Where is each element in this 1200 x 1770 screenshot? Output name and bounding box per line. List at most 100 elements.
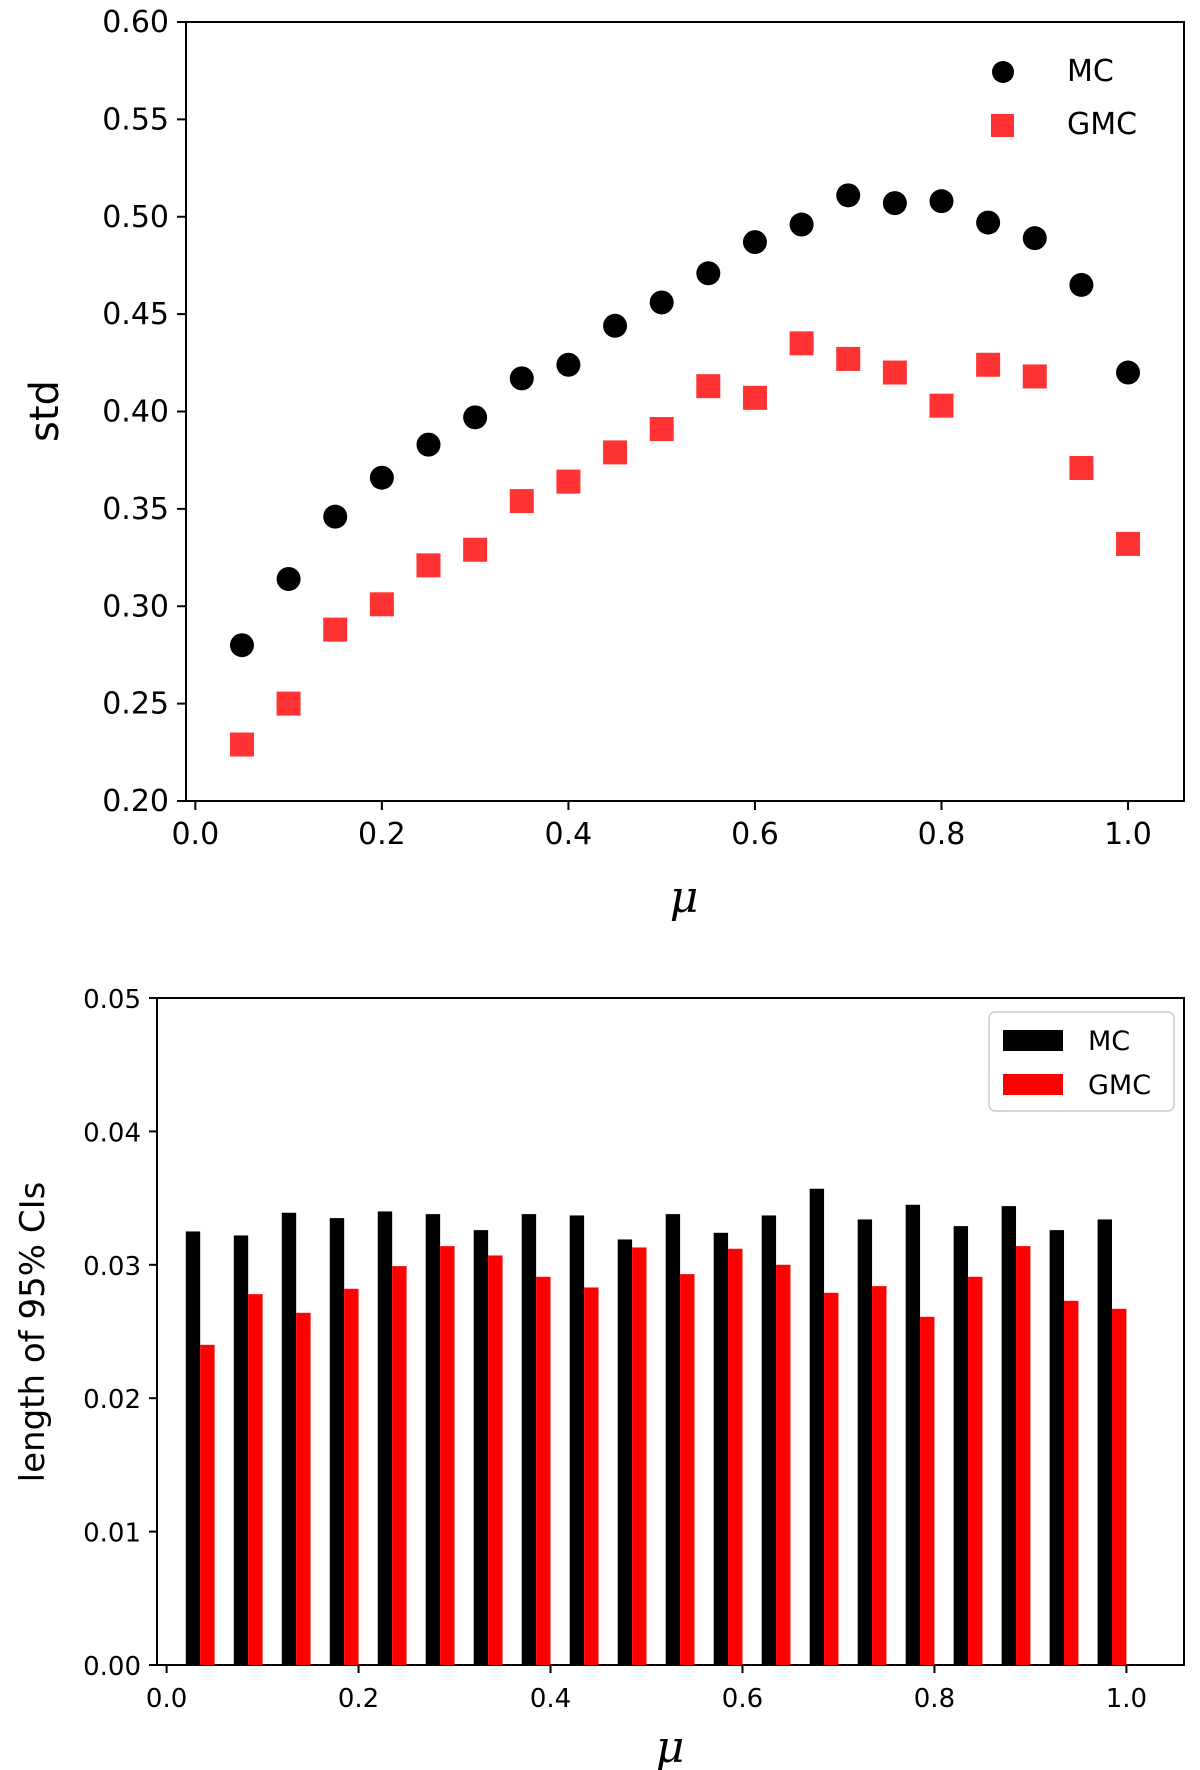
x-tick-label: 0.8 <box>918 817 966 852</box>
point-gmc <box>463 537 488 562</box>
point-gmc <box>229 732 254 757</box>
point-mc <box>556 352 581 377</box>
point-gmc <box>323 617 348 642</box>
legend-label-mc: MC <box>1067 54 1114 89</box>
bar-gmc <box>728 1248 743 1665</box>
bar-gmc <box>680 1274 695 1665</box>
bar-gmc <box>872 1286 887 1665</box>
bar-gmc <box>488 1255 503 1665</box>
scatter-y-axis-label: std <box>22 380 68 442</box>
point-mc <box>836 183 861 208</box>
bar-mc <box>1097 1219 1113 1665</box>
point-gmc <box>929 393 954 418</box>
bar-gmc <box>920 1316 935 1665</box>
y-tick-label: 0.03 <box>83 1252 141 1282</box>
bar-gmc <box>536 1276 551 1665</box>
y-tick-label: 0.35 <box>102 492 169 527</box>
bar-y-axis: 0.00 0.01 0.02 0.03 0.04 0.05 <box>83 985 157 1682</box>
bar-x-axis-label: μ <box>656 1722 685 1770</box>
x-tick-label: 0.6 <box>731 817 779 852</box>
x-tick-label: 1.0 <box>1106 1684 1147 1714</box>
x-tick-label: 0.6 <box>722 1684 763 1714</box>
x-tick-label: 0.2 <box>338 1684 379 1714</box>
y-tick-label: 0.20 <box>102 784 169 819</box>
bar-mc <box>665 1214 681 1665</box>
x-tick-label: 0.0 <box>146 1684 187 1714</box>
y-tick-label: 0.25 <box>102 687 169 722</box>
x-tick-label: 0.4 <box>545 817 593 852</box>
bar-mc <box>617 1239 633 1665</box>
bar-mc <box>1001 1206 1017 1665</box>
y-tick-label: 0.02 <box>83 1385 141 1415</box>
bar-y-axis-label: length of 95% CIs <box>13 1182 53 1483</box>
bar-gmc <box>1112 1308 1127 1665</box>
y-tick-label: 0.01 <box>83 1519 141 1549</box>
point-gmc <box>603 440 628 465</box>
bar-gmc <box>1016 1246 1031 1665</box>
y-tick-label: 0.50 <box>102 200 169 235</box>
point-mc <box>976 210 1001 235</box>
bar-mc <box>713 1232 729 1665</box>
x-tick-label: 0.4 <box>530 1684 571 1714</box>
bar-mc <box>377 1211 393 1665</box>
y-tick-label: 0.05 <box>83 985 141 1015</box>
bar-mc <box>473 1230 489 1665</box>
point-mc <box>1116 360 1141 385</box>
point-gmc <box>696 374 721 399</box>
scatter-plot-frame <box>185 21 1185 802</box>
bar-gmc <box>824 1292 839 1665</box>
point-gmc <box>556 469 581 494</box>
point-mc <box>229 633 254 658</box>
point-gmc <box>369 592 394 617</box>
bar-gmc <box>632 1247 647 1665</box>
scatter-points <box>229 183 1141 757</box>
y-tick-label: 0.60 <box>102 5 169 40</box>
bar-gmc <box>344 1288 359 1665</box>
bar-gmc <box>1064 1300 1079 1665</box>
y-tick-label: 0.04 <box>83 1118 141 1148</box>
scatter-x-axis: 0.0 0.2 0.4 0.6 0.8 1.0 <box>171 801 1152 852</box>
legend-label-gmc: GMC <box>1067 107 1137 142</box>
x-tick-label: 0.0 <box>171 817 219 852</box>
bar-gmc <box>392 1266 407 1665</box>
point-gmc <box>976 352 1001 377</box>
y-tick-label: 0.55 <box>102 102 169 137</box>
bar-mc <box>281 1212 297 1665</box>
bar-legend: MC GMC <box>988 1011 1175 1112</box>
bar-gmc <box>440 1246 455 1665</box>
bar-mc <box>185 1231 201 1665</box>
bar-gmc <box>296 1312 311 1665</box>
bar-legend-label-gmc: GMC <box>1088 1070 1151 1101</box>
scatter-x-axis-label: μ <box>670 872 699 923</box>
point-mc <box>1022 226 1047 251</box>
bar-mc <box>857 1219 873 1665</box>
bar-legend-label-mc: MC <box>1088 1026 1130 1057</box>
scatter-y-axis: 0.20 0.25 0.30 0.35 0.40 0.45 0.50 0.55 0.60 <box>102 5 186 819</box>
scatter-legend: MC GMC <box>991 54 1137 142</box>
point-gmc <box>1116 531 1141 556</box>
point-mc <box>649 290 674 315</box>
y-tick-label: 0.40 <box>102 395 169 430</box>
point-gmc <box>789 331 814 356</box>
legend-swatch-gmc <box>1003 1074 1063 1095</box>
bar-series <box>185 1188 1127 1665</box>
scatter-chart: 0.20 0.25 0.30 0.35 0.40 0.45 0.50 0.55 0.60 0.0… <box>22 5 1185 923</box>
bar-gmc <box>968 1276 983 1665</box>
bar-mc <box>425 1214 441 1665</box>
bar-mc <box>329 1218 345 1665</box>
bar-gmc <box>776 1264 791 1665</box>
point-gmc <box>509 489 534 514</box>
point-mc <box>742 230 767 255</box>
point-gmc <box>1069 455 1094 480</box>
bar-mc <box>569 1215 585 1665</box>
point-mc <box>882 191 907 216</box>
point-mc <box>1069 272 1094 297</box>
bar-mc <box>233 1235 249 1665</box>
point-mc <box>416 432 441 457</box>
point-mc <box>603 313 628 338</box>
point-mc <box>789 212 814 237</box>
legend-marker-gmc <box>991 114 1014 137</box>
bar-gmc <box>248 1294 263 1665</box>
point-mc <box>276 566 301 591</box>
bar-x-axis: 0.0 0.2 0.4 0.6 0.8 1.0 <box>146 1665 1147 1714</box>
